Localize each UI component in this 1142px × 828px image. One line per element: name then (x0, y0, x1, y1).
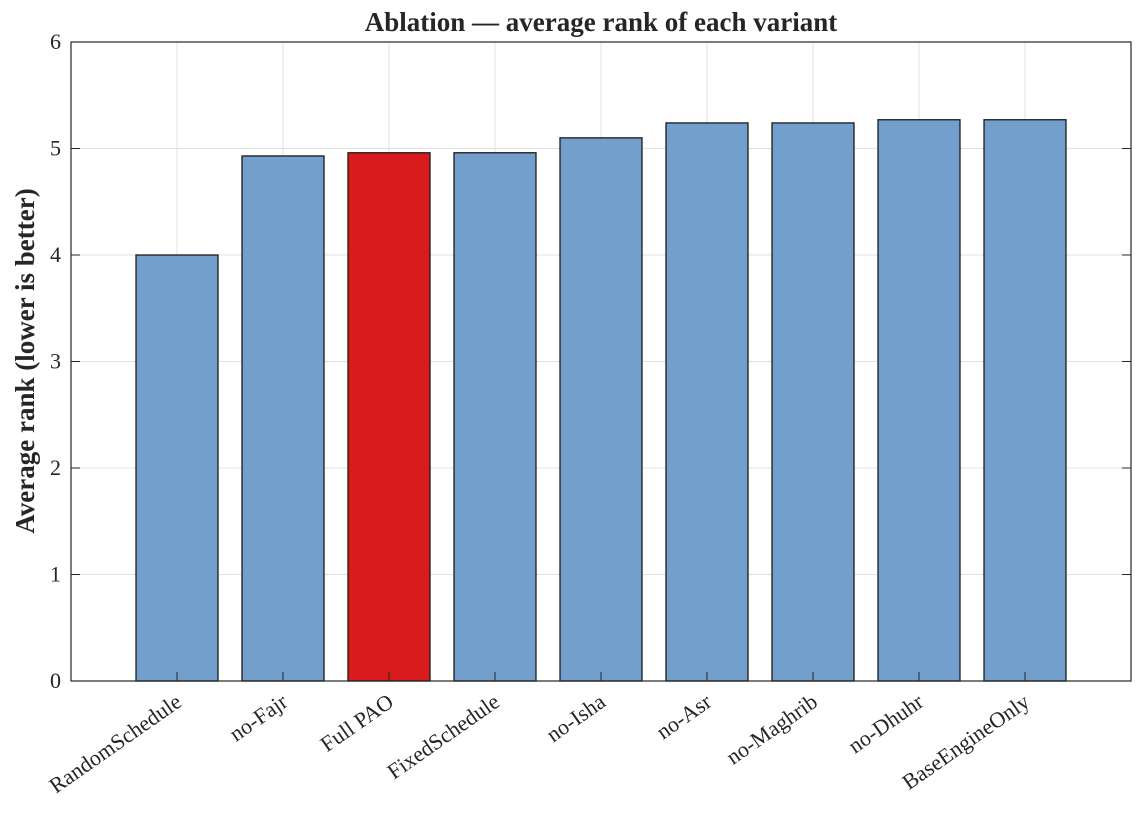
y-tick-label: 6 (50, 29, 61, 54)
plot-frame (70, 41, 1132, 682)
bar-no-maghrib (771, 122, 855, 682)
bar-fixedschedule (453, 152, 537, 682)
bar-randomschedule (135, 254, 219, 682)
x-tick-label: Full PAO (316, 689, 398, 757)
y-tick-label: 0 (50, 668, 61, 693)
bar-full-pao (347, 152, 431, 682)
bars (135, 119, 1067, 682)
bar-baseengineonly (983, 119, 1067, 682)
y-tick-label: 1 (50, 562, 61, 587)
bar-no-isha (559, 137, 643, 682)
chart-title: Ablation — average rank of each variant (365, 7, 837, 37)
y-tick-label: 2 (50, 455, 61, 480)
x-tick-label: no-Isha (541, 688, 610, 746)
bar-no-fajr (241, 155, 325, 682)
x-tick-label: FixedSchedule (382, 689, 503, 784)
bar-no-asr (665, 122, 749, 682)
x-tick-label: no-Fajr (224, 688, 292, 746)
x-tick-label: no-Dhuhr (843, 688, 928, 758)
y-axis-label: Average rank (lower is better) (10, 188, 40, 533)
y-tick-label: 4 (50, 242, 61, 267)
axes (70, 41, 1132, 682)
x-tick-label: no-Asr (651, 688, 716, 744)
bar-no-dhuhr (877, 119, 961, 682)
y-tick-label: 5 (50, 136, 61, 161)
y-tick-label: 3 (50, 349, 61, 374)
x-tick-label: no-Maghrib (721, 689, 821, 770)
x-tick-label: RandomSchedule (44, 689, 185, 798)
